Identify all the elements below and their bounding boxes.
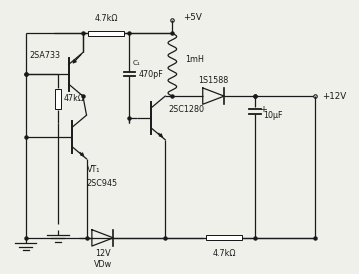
Text: 47kΩ: 47kΩ (63, 94, 84, 103)
Text: 2SC945: 2SC945 (87, 179, 118, 188)
Text: 4.7kΩ: 4.7kΩ (94, 13, 118, 22)
Text: VDᴡ: VDᴡ (94, 260, 112, 269)
Text: 470pF: 470pF (138, 70, 163, 79)
Text: 2SC1280: 2SC1280 (169, 105, 205, 114)
Text: C₁: C₁ (133, 60, 141, 66)
Text: +12V: +12V (322, 92, 347, 101)
Text: 1S1588: 1S1588 (199, 76, 229, 85)
Bar (206, 235, 242, 240)
Bar (88, 31, 124, 36)
Bar (55, 89, 61, 109)
Text: 1mH: 1mH (185, 55, 204, 64)
Text: 12V: 12V (95, 249, 111, 258)
Text: 4.7kΩ: 4.7kΩ (213, 249, 236, 258)
Text: VT₁: VT₁ (87, 165, 100, 174)
Text: +: + (260, 105, 268, 114)
Text: +5V: +5V (183, 13, 202, 22)
Text: 10μF: 10μF (264, 111, 283, 120)
Text: 2SA733: 2SA733 (29, 51, 60, 60)
